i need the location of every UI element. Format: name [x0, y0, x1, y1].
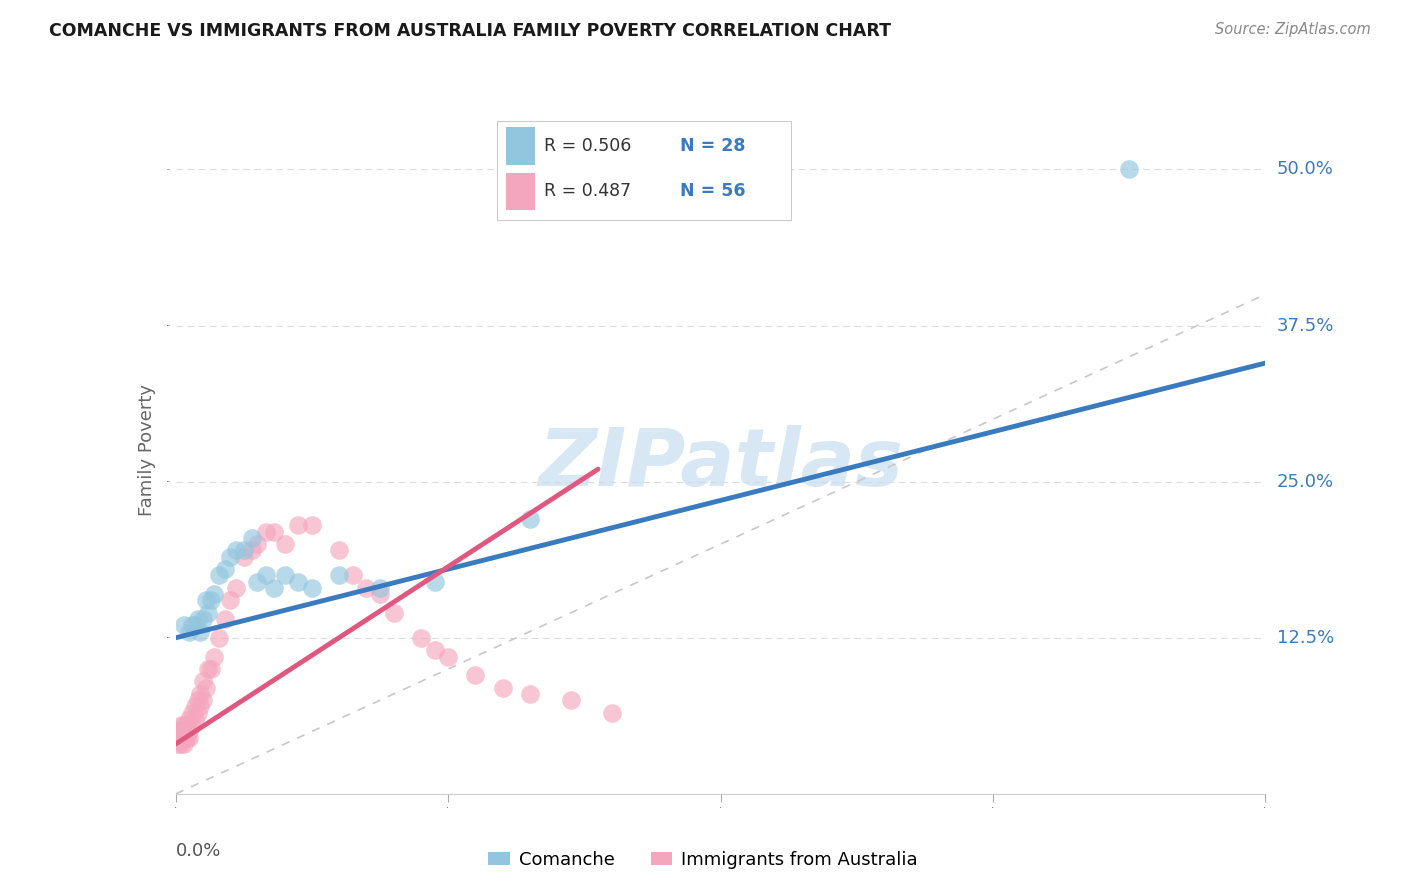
Point — [356, 581, 378, 595]
Point — [184, 618, 207, 632]
Point — [423, 643, 446, 657]
Point — [173, 737, 195, 751]
Point — [254, 524, 277, 539]
Point — [246, 537, 269, 551]
Point — [173, 731, 195, 745]
Point — [194, 681, 217, 695]
Point — [184, 699, 207, 714]
Text: 50.0%: 50.0% — [1277, 161, 1333, 178]
Point — [191, 693, 214, 707]
Point — [492, 681, 515, 695]
Point — [181, 706, 204, 720]
Point — [186, 706, 209, 720]
Point — [368, 587, 391, 601]
Point — [287, 574, 309, 589]
Point — [519, 687, 541, 701]
Point — [188, 699, 211, 714]
Point — [232, 543, 254, 558]
Point — [173, 718, 195, 732]
Point — [188, 624, 211, 639]
Point — [274, 537, 297, 551]
Text: 12.5%: 12.5% — [1277, 629, 1334, 647]
Point — [464, 668, 486, 682]
Point — [254, 568, 277, 582]
Text: 0.0%: 0.0% — [176, 842, 221, 860]
Point — [1118, 162, 1140, 177]
Point — [214, 612, 236, 626]
Point — [170, 737, 193, 751]
Point — [176, 731, 198, 745]
Point — [202, 649, 225, 664]
Point — [328, 568, 350, 582]
Point — [214, 562, 236, 576]
Point — [170, 724, 193, 739]
Point — [179, 624, 201, 639]
Point — [219, 549, 242, 564]
Point — [186, 693, 209, 707]
Point — [409, 631, 432, 645]
Point — [342, 568, 364, 582]
Point — [197, 662, 219, 676]
Point — [181, 618, 204, 632]
Point — [246, 574, 269, 589]
Point — [225, 581, 247, 595]
Point — [423, 574, 446, 589]
Point — [184, 712, 207, 726]
Point — [173, 724, 195, 739]
Point — [225, 543, 247, 558]
Point — [186, 612, 209, 626]
Point — [179, 712, 201, 726]
Point — [200, 662, 222, 676]
Point — [240, 543, 263, 558]
Text: 37.5%: 37.5% — [1277, 317, 1334, 334]
Point — [188, 687, 211, 701]
Point — [197, 606, 219, 620]
Point — [368, 581, 391, 595]
Point — [263, 581, 285, 595]
Point — [194, 593, 217, 607]
Point — [219, 593, 242, 607]
Point — [382, 606, 405, 620]
Y-axis label: Family Poverty: Family Poverty — [138, 384, 156, 516]
Point — [301, 581, 323, 595]
Point — [176, 724, 198, 739]
Point — [176, 718, 198, 732]
Point — [170, 718, 193, 732]
Point — [167, 724, 190, 739]
Point — [170, 731, 193, 745]
Text: 25.0%: 25.0% — [1277, 473, 1334, 491]
Point — [240, 531, 263, 545]
Point — [167, 737, 190, 751]
Legend: Comanche, Immigrants from Australia: Comanche, Immigrants from Australia — [481, 844, 925, 876]
Point — [328, 543, 350, 558]
Point — [167, 731, 190, 745]
Point — [519, 512, 541, 526]
Point — [287, 518, 309, 533]
Point — [208, 568, 231, 582]
Point — [191, 612, 214, 626]
Point — [173, 618, 195, 632]
Text: Source: ZipAtlas.com: Source: ZipAtlas.com — [1215, 22, 1371, 37]
Point — [179, 724, 201, 739]
Point — [232, 549, 254, 564]
Point — [202, 587, 225, 601]
Point — [181, 718, 204, 732]
Point — [208, 631, 231, 645]
Text: ZIPatlas: ZIPatlas — [538, 425, 903, 503]
Point — [274, 568, 297, 582]
Point — [437, 649, 460, 664]
Point — [600, 706, 623, 720]
Point — [191, 674, 214, 689]
Point — [263, 524, 285, 539]
Point — [301, 518, 323, 533]
Point — [560, 693, 582, 707]
Point — [179, 731, 201, 745]
Point — [200, 593, 222, 607]
Text: COMANCHE VS IMMIGRANTS FROM AUSTRALIA FAMILY POVERTY CORRELATION CHART: COMANCHE VS IMMIGRANTS FROM AUSTRALIA FA… — [49, 22, 891, 40]
